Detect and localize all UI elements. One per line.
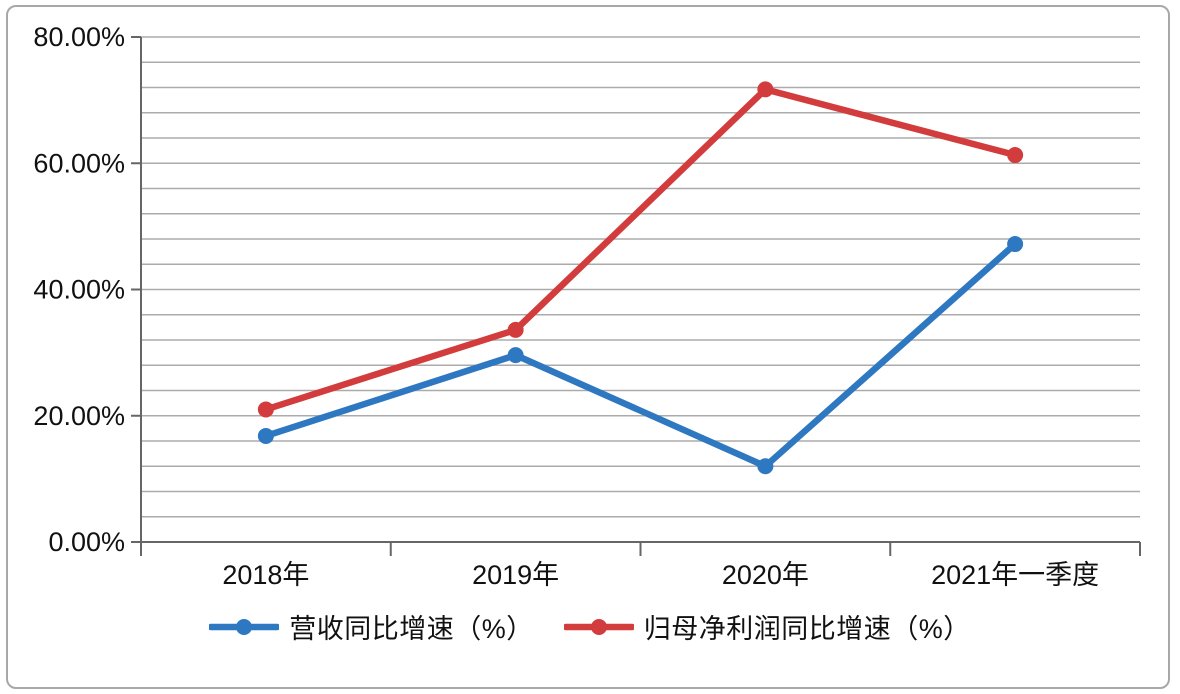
y-tick-label: 80.00% [33,22,125,52]
legend-line-marker-icon [563,618,634,635]
y-tick-label: 40.00% [33,275,125,305]
series-line-0 [262,240,1019,470]
data-point [257,401,274,418]
legend-label: 营收同比增速（%） [289,614,534,644]
legend-item-0: 营收同比增速（%） [209,607,534,646]
legend-item-1: 归母净利润同比增速（%） [563,607,971,646]
data-point [507,321,524,338]
data-point [507,347,524,364]
x-category-label: 2020年 [722,560,809,590]
legend-line-marker-icon [209,618,280,635]
legend: 营收同比增速（%） 归母净利润同比增速（%） [0,607,1180,646]
y-tick-label: 20.00% [33,401,125,431]
data-point [757,81,774,98]
data-point [757,458,774,475]
y-tick-label: 0.00% [48,527,125,557]
data-point [1007,236,1024,253]
legend-label: 归母净利润同比增速（%） [643,614,971,644]
x-category-label: 2021年一季度 [931,560,1099,590]
series-line-1 [262,86,1019,413]
x-category-label: 2019年 [472,560,559,590]
y-tick-label: 60.00% [33,148,125,178]
data-point [257,427,274,444]
x-category-label: 2018年 [222,560,309,590]
data-point [1007,147,1024,164]
